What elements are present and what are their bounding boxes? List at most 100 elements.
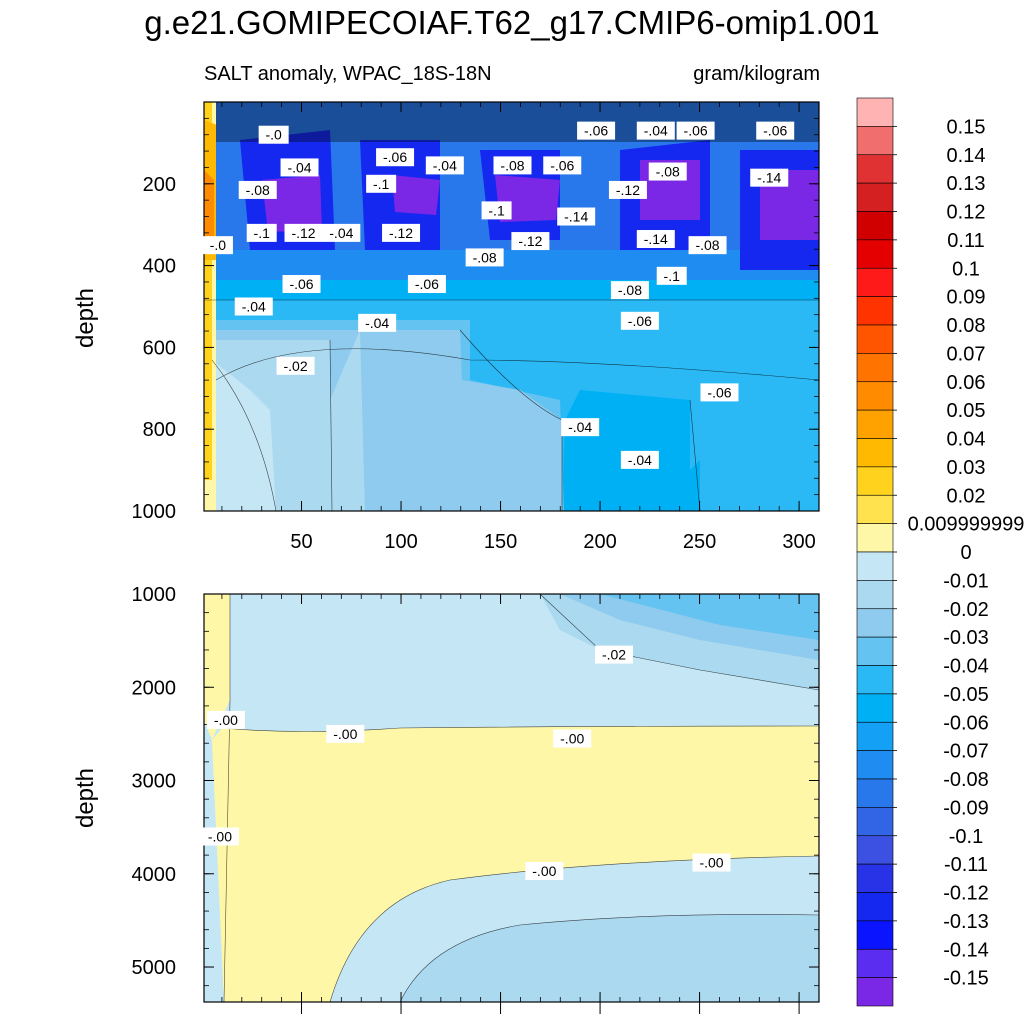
contour-label: -.04 — [287, 159, 311, 175]
contour-label-box — [561, 418, 600, 437]
contour-label-box — [692, 853, 731, 872]
contour-label: -.04 — [329, 225, 353, 241]
contour-label: -.02 — [283, 358, 307, 374]
colorbar-swatch — [856, 750, 894, 780]
contour-label-box — [382, 223, 421, 242]
contour-label-box — [557, 207, 596, 226]
contour-label-box — [465, 248, 504, 267]
colorbar-swatch — [856, 97, 894, 127]
colorbar-label: -0.05 — [943, 684, 989, 706]
contour-label: -.1 — [373, 176, 390, 192]
contour-label: -.04 — [568, 419, 592, 435]
contour-label: -.08 — [656, 164, 680, 180]
y-tick-label: 2000 — [132, 677, 177, 699]
contour-label: -.08 — [473, 249, 497, 265]
contour-label: -.06 — [415, 276, 439, 292]
upper-contour-fill — [204, 102, 819, 511]
colorbar-label: 0.1 — [952, 258, 980, 280]
colorbar-swatch — [856, 778, 894, 808]
colorbar-label: 0.12 — [947, 202, 986, 224]
colorbar-label: 0.05 — [947, 400, 986, 422]
lower-contour-labels: -.02 -.00 -.00 -.00 -.00 -.00 -.00 — [200, 645, 731, 880]
contour-label-box — [543, 156, 582, 175]
colorbar-label: -0.06 — [943, 712, 989, 734]
contour-label: -.06 — [763, 123, 787, 139]
contour-label-box — [407, 275, 446, 294]
colorbar-label: -0.14 — [943, 939, 989, 961]
contour-label-box — [553, 729, 592, 748]
colorbar-label: 0.03 — [947, 457, 986, 479]
colorbar-label: 0.02 — [947, 485, 986, 507]
contour-label-box — [206, 710, 245, 729]
y-tick-label: 4000 — [132, 864, 177, 886]
colorbar-label: -0.1 — [949, 826, 983, 848]
lower-frame — [203, 593, 820, 1003]
contour-label-box — [202, 236, 233, 255]
contour-label-box — [481, 201, 512, 220]
colorbar-swatch — [856, 182, 894, 212]
colorbar-label: 0.009999999 — [908, 514, 1024, 536]
x-tick-label: 200 — [583, 531, 616, 553]
colorbar-swatch — [856, 494, 894, 524]
colorbar-label: -0.02 — [943, 599, 989, 621]
upper-frame — [203, 101, 820, 512]
contour-label: -.1 — [664, 268, 681, 284]
colorbar-swatch — [856, 807, 894, 837]
contour-label: -.08 — [618, 282, 642, 298]
y-tick-label: 200 — [143, 174, 176, 196]
colorbar-swatch — [856, 863, 894, 893]
colorbar-label: -0.15 — [943, 968, 989, 990]
contour-label: -.0 — [210, 237, 227, 253]
colorbar-label: -0.03 — [943, 627, 989, 649]
colorbar-swatch — [856, 267, 894, 297]
contour-label: -.06 — [550, 157, 574, 173]
y-tick-label: 5000 — [132, 957, 177, 979]
contour-label-box — [610, 281, 649, 300]
colorbar-label: 0.04 — [947, 429, 986, 451]
colorbar-swatch — [856, 551, 894, 581]
colorbar-label: 0 — [960, 542, 971, 564]
contour-label: -.00 — [532, 863, 556, 879]
x-tick-label: 250 — [683, 531, 716, 553]
colorbar-swatch — [856, 154, 894, 184]
contour-label: -.04 — [242, 299, 266, 315]
colorbar-swatch — [856, 721, 894, 751]
colorbar: 0.15 0.14 0.13 0.12 0.11 0.1 0.09 0.08 0.07 0.06 0… — [856, 97, 1024, 1007]
contour-label-box — [493, 156, 532, 175]
colorbar-label: 0.13 — [947, 173, 986, 195]
upper-contour-labels: -.0-.06-.04 -.08 -.06-.06 -.04 -.06 -.06-.04-… — [202, 121, 795, 469]
contour-label: -.14 — [564, 209, 588, 225]
lower-y-axis-title: depth — [72, 768, 99, 828]
contour-label-box — [376, 148, 415, 167]
colorbar-swatch — [856, 665, 894, 695]
y-tick-label: 1000 — [132, 584, 177, 606]
contour-label-box — [282, 275, 321, 294]
contour-label: -.08 — [695, 237, 719, 253]
x-tick-label: 300 — [782, 531, 815, 553]
colorbar-swatch — [856, 948, 894, 978]
contour-label-box — [656, 266, 687, 285]
contour-label-box — [750, 168, 789, 187]
contour-label-box — [688, 236, 727, 255]
contour-label-box — [234, 297, 273, 316]
contour-label-box — [577, 121, 616, 140]
subtitle-units: gram/kilogram — [693, 63, 820, 85]
upper-y-axis-title: depth — [72, 288, 99, 348]
contour-label-box — [700, 383, 739, 402]
contour-label-box — [238, 180, 277, 199]
contour-label: -.1 — [254, 225, 271, 241]
contour-label: -.08 — [246, 182, 270, 198]
colorbar-label: -0.08 — [943, 769, 989, 791]
chart-title: g.e21.GOMIPECOIAF.T62_g17.CMIP6-omip1.00… — [144, 4, 880, 41]
colorbar-swatch — [856, 580, 894, 610]
x-tick-label: 50 — [290, 531, 312, 553]
upper-axes: 50 100 150 200 250 300 200 400 600 800 1000 — [132, 101, 820, 553]
contour-label-box — [636, 230, 675, 249]
colorbar-swatch — [856, 239, 894, 269]
contour-label: -.12 — [389, 225, 413, 241]
colorbar-label: 0.09 — [947, 287, 986, 309]
colorbar-swatch — [856, 466, 894, 496]
contour-label-box — [326, 724, 365, 743]
contour-label: -.08 — [500, 157, 524, 173]
